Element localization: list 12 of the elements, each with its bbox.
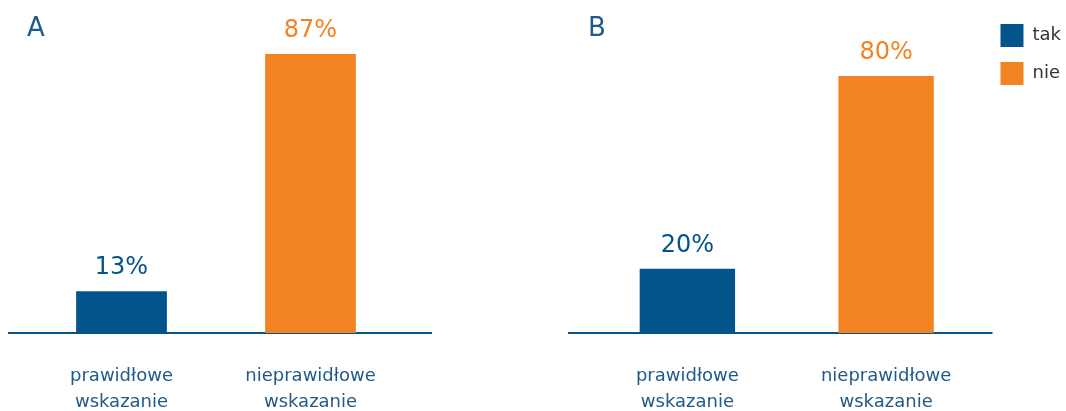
x-tick-label: nieprawidłowe wskazanie (245, 363, 376, 411)
x-tick-label: nieprawidłowe wskazanie (820, 363, 952, 411)
legend-label: nie (1032, 61, 1060, 83)
x-tick-label: prawidłowe wskazanie (70, 363, 173, 411)
data-label: 80% (859, 37, 913, 65)
chart-title: A (27, 11, 45, 42)
data-label: 87% (283, 15, 338, 43)
data-label: 20% (660, 229, 715, 258)
x-tick-label: prawidłowe wskazanie (635, 363, 739, 411)
chart-title: B (588, 11, 606, 42)
data-label: 13% (94, 252, 149, 281)
legend-label: tak (1032, 23, 1062, 45)
